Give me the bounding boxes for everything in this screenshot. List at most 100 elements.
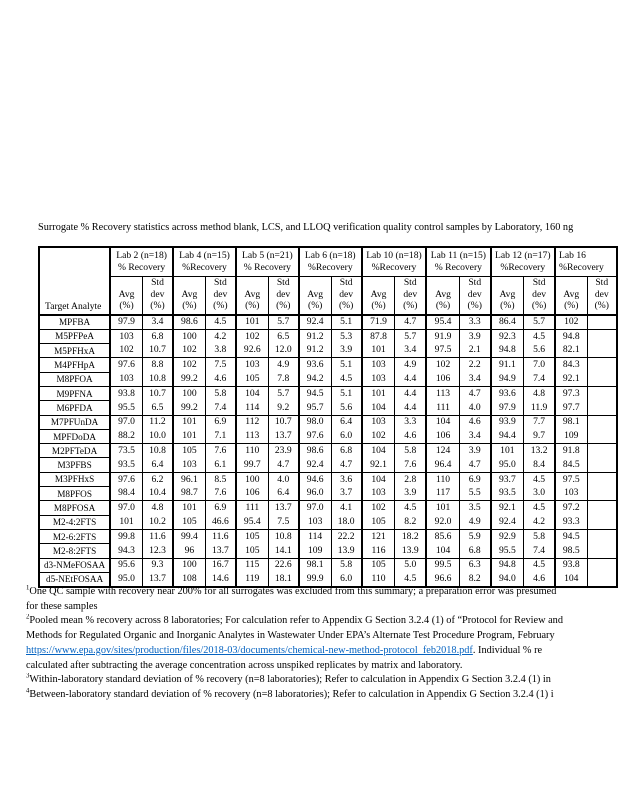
std-subheader-line: (%) — [150, 300, 165, 311]
value-cell — [586, 386, 617, 401]
value-cell: 106 — [425, 372, 460, 387]
value-cell: 5.1 — [330, 386, 362, 401]
value-cell — [586, 500, 617, 516]
value-cell: 92.1 — [360, 457, 395, 473]
value-cell: 92.0 — [425, 515, 460, 530]
value-cell — [586, 515, 617, 530]
value-cell: 5.1 — [330, 357, 362, 373]
value-cell: 2.1 — [458, 343, 491, 359]
value-cell: 103 — [297, 515, 332, 530]
value-cell: 10.8 — [267, 529, 299, 544]
value-cell: 86.4 — [489, 314, 524, 330]
value-cell: 101 — [425, 500, 460, 516]
std-subheader-line: (%) — [403, 300, 418, 311]
value-cell: 5.7 — [523, 314, 556, 330]
value-cell — [586, 572, 617, 588]
value-cell: 94.8 — [554, 329, 588, 344]
table-row: M9PFNA 93.8 10.7 100 5.8 104 5.7 94.5 5.1 101 4.4 1… — [39, 386, 617, 402]
value-cell: 5.0 — [394, 558, 427, 573]
lab-name: Lab 2 (n=18) — [116, 249, 167, 261]
value-cell: 6.9 — [458, 472, 491, 487]
results-table: Target Analyte Lab 2 (n=18)% Recovery Lab … — [38, 246, 618, 589]
value-cell: 97.6 — [297, 429, 332, 445]
epa-protocol-link[interactable]: https://www.epa.gov/sites/production/fil… — [26, 644, 473, 656]
value-cell: 4.5 — [523, 500, 556, 516]
value-cell: 95.7 — [297, 400, 332, 416]
value-cell: 96 — [172, 543, 206, 559]
value-cell: 91.8 — [554, 443, 588, 458]
value-cell: 102 — [172, 357, 206, 373]
value-cell: 94.2 — [297, 372, 332, 387]
value-cell: 102 — [360, 429, 395, 445]
value-cell: 4.6 — [523, 572, 556, 588]
avg-subheader: Avg (%) — [109, 276, 143, 316]
value-cell: 6.9 — [204, 415, 236, 430]
value-cell: 103 — [360, 415, 395, 430]
value-cell: 110 — [425, 472, 460, 487]
table-row: M8PFOA 103 10.8 99.2 4.6 105 7.8 94.2 4.5 103 4.4 1… — [39, 372, 617, 387]
footnote-marker: 1 — [26, 585, 30, 592]
value-cell: 94.6 — [297, 472, 332, 487]
value-cell: 97.5 — [425, 343, 460, 359]
value-cell — [586, 443, 617, 458]
std-subheader-line: (%) — [531, 300, 547, 311]
std-subheader-line: Std — [151, 277, 164, 288]
std-subheader: Std dev (%) — [267, 276, 299, 316]
footnote-text: Between-laboratory standard deviation of… — [29, 688, 554, 700]
avg-subheader-line: (%) — [500, 300, 515, 311]
value-cell: 9.2 — [267, 400, 299, 416]
value-cell: 98.7 — [172, 486, 206, 502]
value-cell: 4.0 — [458, 400, 491, 416]
value-cell: 4.5 — [330, 372, 362, 387]
value-cell: 7.0 — [523, 357, 556, 373]
value-cell: 8.2 — [394, 515, 427, 530]
value-cell: 73.5 — [109, 443, 143, 458]
value-cell: 8.4 — [523, 457, 556, 473]
value-cell: 111 — [425, 400, 460, 416]
footnote-line: 1One QC sample with recovery near 200% f… — [26, 585, 616, 600]
value-cell: 2.8 — [394, 472, 427, 487]
value-cell: 5.9 — [458, 529, 491, 544]
table-row: MPFDoDA 88.2 10.0 101 7.1 113 13.7 97.6 6.0 102 4.… — [39, 429, 617, 445]
value-cell: 103 — [360, 372, 395, 387]
table-row: M2-8:2FTS 94.3 12.3 96 13.7 105 14.1 109 13.9 116… — [39, 543, 617, 559]
avg-subheader: Avg (%) — [360, 276, 395, 316]
value-cell: 18.2 — [394, 529, 427, 544]
std-subheader: Std dev (%) — [204, 276, 236, 316]
analyte-cell: d5-NEtFOSAA — [39, 572, 112, 588]
analyte-cell: M4PFHpA — [39, 357, 112, 373]
value-cell: 121 — [360, 529, 395, 544]
value-cell: 7.1 — [204, 429, 236, 445]
value-cell: 3.7 — [330, 486, 362, 502]
footnote-text: calculated after subtracting the average… — [26, 659, 463, 671]
value-cell: 12.0 — [267, 343, 299, 359]
value-cell: 6.4 — [330, 415, 362, 430]
footnote-text: . Individual % re — [472, 644, 543, 656]
table-caption: Surrogate % Recovery statistics across m… — [38, 222, 574, 233]
std-subheader-line: Std — [276, 277, 290, 288]
value-cell: 22.2 — [330, 529, 362, 544]
value-cell: 100 — [172, 386, 206, 401]
avg-subheader-line: Avg — [435, 288, 451, 300]
avg-subheader-line: (%) — [371, 300, 386, 311]
value-cell: 3.0 — [523, 486, 556, 502]
value-cell: 102 — [554, 314, 588, 330]
std-subheader-line: Std — [339, 277, 353, 288]
footnote-line: 2Pooled mean % recovery across 8 laborat… — [26, 614, 616, 629]
value-cell: 7.5 — [204, 357, 236, 373]
value-cell: 6.5 — [267, 329, 299, 344]
value-cell: 4.7 — [330, 457, 362, 473]
avg-subheader: Avg (%) — [554, 276, 588, 316]
value-cell: 93.5 — [109, 457, 143, 473]
value-cell: 5.8 — [394, 443, 427, 458]
footnote-line: Methods for Regulated Organic and Inorga… — [26, 629, 616, 644]
value-cell: 103 — [109, 329, 143, 344]
value-cell: 101 — [172, 500, 206, 516]
value-cell: 6.4 — [267, 486, 299, 502]
value-cell: 4.4 — [394, 372, 427, 387]
avg-subheader-line: (%) — [182, 300, 197, 311]
value-cell: 95.0 — [109, 572, 143, 588]
value-cell: 97.6 — [109, 472, 143, 487]
value-cell — [586, 457, 617, 473]
